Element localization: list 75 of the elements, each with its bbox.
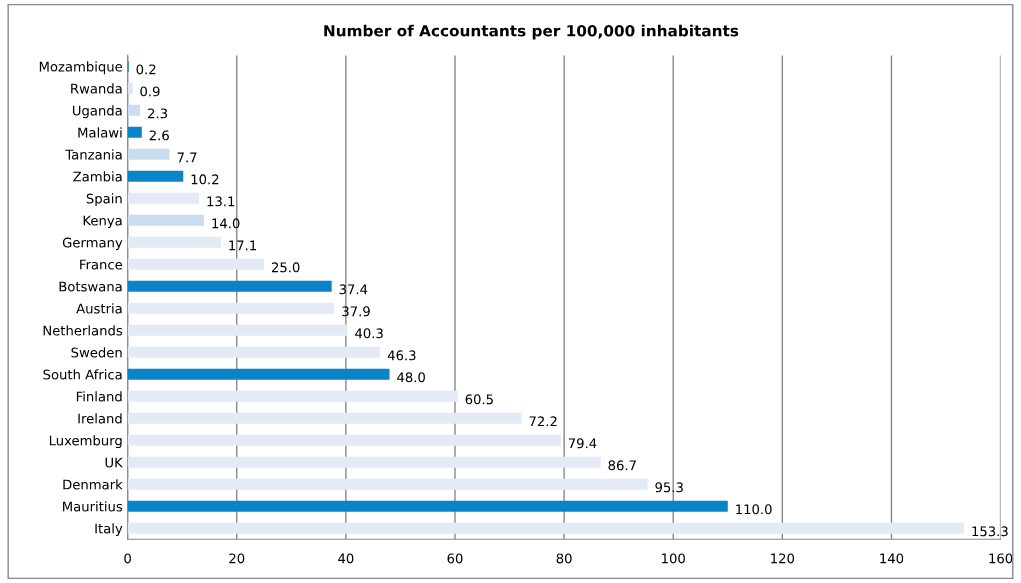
data-label: 2.3 (148, 108, 168, 119)
y-tick-label: Uganda (72, 105, 122, 119)
y-tick-label: Botswana (59, 281, 122, 292)
data-label: 25.0 (271, 262, 300, 273)
y-tick-label: Malawi (78, 127, 122, 138)
y-tick-label: Luxemburg (49, 435, 122, 449)
data-label: 86.7 (608, 460, 636, 471)
bar (127, 170, 184, 182)
y-tick-label: South Africa (43, 369, 122, 380)
y-tick-label: Tanzania (65, 149, 122, 160)
y-tick-label: Rwanda (71, 83, 122, 94)
data-label: 72.2 (529, 416, 557, 427)
bar (127, 368, 390, 380)
bar (127, 434, 561, 446)
data-label: 79.4 (568, 438, 597, 449)
data-label: 46.3 (387, 350, 416, 361)
y-tick-label: Mozambique (39, 61, 123, 75)
y-tick-label: France (80, 259, 123, 270)
y-tick-label: Italy (95, 523, 123, 537)
y-tick-label: Netherlands (43, 325, 123, 336)
bar (127, 192, 200, 204)
bar (127, 82, 133, 94)
data-label: 95.3 (655, 482, 683, 493)
bar (127, 500, 728, 512)
y-tick-label: Germany (62, 237, 123, 251)
y-tick-label: Austria (76, 303, 122, 314)
data-label: 13.1 (207, 196, 235, 207)
data-label: 110.0 (736, 504, 772, 515)
y-tick-label: Kenya (83, 215, 122, 229)
bar (127, 522, 965, 534)
data-label: 10.2 (191, 174, 219, 185)
bar (127, 258, 265, 270)
data-label: 48.0 (397, 372, 425, 383)
bar (127, 324, 348, 336)
chart-title: Number of Accountants per 100,000 inhabitants (324, 24, 739, 40)
data-label: 17.1 (229, 240, 257, 251)
bar (127, 478, 648, 490)
x-tick-label: 140 (880, 553, 904, 564)
y-tick-label: Zambia (73, 171, 122, 182)
data-label: 60.5 (465, 394, 493, 405)
x-tick-label: 60 (447, 553, 463, 564)
y-tick-label: Spain (86, 193, 122, 207)
bar (127, 126, 142, 138)
data-label: 7.7 (177, 152, 197, 163)
data-label: 153.3 (972, 526, 1008, 537)
bar (127, 104, 141, 116)
bar (127, 214, 205, 226)
bar (127, 148, 170, 160)
data-label: 40.3 (355, 328, 383, 339)
data-label: 14.0 (212, 218, 240, 229)
y-tick-label: Finland (76, 391, 122, 402)
bar (127, 346, 381, 358)
x-tick-label: 40 (338, 553, 354, 564)
bar (127, 302, 335, 314)
data-label: 37.4 (339, 284, 368, 295)
bar (127, 236, 221, 248)
bar (127, 412, 522, 424)
bar (127, 280, 332, 292)
x-tick-label: 80 (556, 553, 572, 564)
data-label: 37.9 (342, 306, 370, 317)
y-tick-label: UK (105, 457, 124, 468)
x-tick-label: 120 (771, 553, 795, 564)
data-label: 0.9 (140, 86, 160, 97)
y-tick-label: Mauritius (63, 501, 123, 512)
x-tick-label: 160 (989, 553, 1013, 564)
x-tick-label: 100 (662, 553, 685, 564)
bar (127, 456, 601, 468)
bar (127, 390, 458, 402)
y-tick-label: Ireland (78, 413, 122, 424)
data-label: 2.6 (149, 130, 169, 141)
data-label: 0.2 (136, 64, 156, 75)
x-tick-label: 20 (229, 553, 245, 564)
y-tick-label: Sweden (71, 347, 122, 358)
y-tick-label: Denmark (63, 479, 123, 490)
x-tick-label: 0 (124, 553, 131, 564)
